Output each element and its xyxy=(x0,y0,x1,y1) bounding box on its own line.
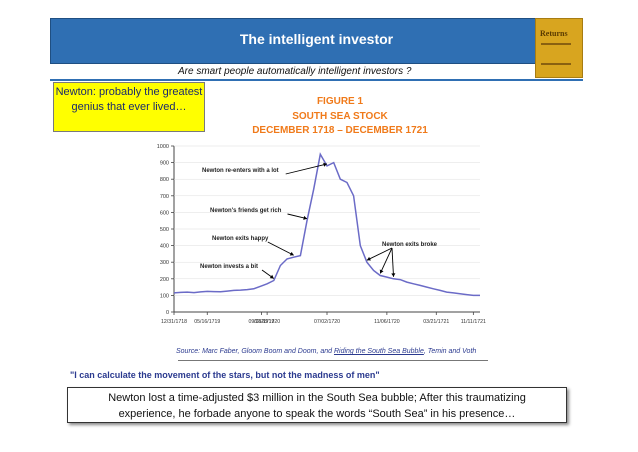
annotation-arrowhead xyxy=(303,215,308,220)
title-bar: The intelligent investor xyxy=(50,18,583,64)
y-tick-label: 0 xyxy=(166,310,169,316)
annotation-arrowhead xyxy=(269,274,274,279)
y-tick-label: 300 xyxy=(160,260,169,266)
book-title: Returns xyxy=(540,29,568,38)
x-tick-label: 03/21/1721 xyxy=(423,319,449,325)
book-cover-icon: Returns xyxy=(535,18,583,78)
y-tick-label: 800 xyxy=(160,177,169,183)
chart-source: Source: Marc Faber, Gloom Boom and Doom,… xyxy=(176,348,476,355)
y-tick-label: 600 xyxy=(160,210,169,216)
annotation-arrowhead xyxy=(323,162,327,167)
figure-subject: SOUTH SEA STOCK xyxy=(292,111,388,122)
annotation-label: Newton re-enters with a lot xyxy=(202,168,279,174)
header-divider xyxy=(50,79,583,81)
y-tick-label: 700 xyxy=(160,194,169,200)
conclusion-box: Newton lost a time-adjusted $3 million i… xyxy=(67,387,567,423)
south-sea-stock-chart: 0 100 200 300 400 500 600 700 800 900 1000 12/31/17… xyxy=(157,144,486,325)
chart-axes: 0 100 200 300 400 500 600 700 800 900 1000 12/31/17… xyxy=(157,144,486,325)
annotation-arrow xyxy=(366,247,393,261)
x-tick-label: 11/06/1720 xyxy=(374,319,400,325)
y-tick-label: 400 xyxy=(160,244,169,250)
book-decoration xyxy=(541,43,571,65)
y-tick-label: 500 xyxy=(160,227,169,233)
y-tick-label: 1000 xyxy=(157,144,169,150)
source-divider xyxy=(178,360,488,361)
x-tick-label: 11/11/1721 xyxy=(461,319,486,325)
conclusion-line-1: Newton lost a time-adjusted $3 million i… xyxy=(108,392,526,404)
annotation-label: Newton exits broke xyxy=(382,242,438,248)
annotation-arrowhead xyxy=(366,256,371,261)
slide-subtitle: Are smart people automatically intellige… xyxy=(178,66,412,77)
annotation-label: Newton invests a bit xyxy=(200,264,258,270)
newton-quote: "I can calculate the movement of the sta… xyxy=(70,370,380,380)
annotation-arrowhead xyxy=(289,251,294,256)
annotation-arrow xyxy=(267,241,294,256)
y-tick-label: 900 xyxy=(160,161,169,167)
annotation-arrow xyxy=(379,247,393,274)
annotation-arrowhead xyxy=(391,273,396,277)
source-link[interactable]: Riding the South Sea Bubble xyxy=(333,348,424,355)
figure-label: FIGURE 1 xyxy=(316,96,364,107)
x-tick-label: 05/16/1719 xyxy=(194,319,220,325)
x-tick-label: 09/26/1719 xyxy=(248,319,274,325)
source-suffix: , Temin and Voth xyxy=(423,348,477,355)
series-line xyxy=(173,152,480,297)
annotation-label: Newton's friends get rich xyxy=(210,208,282,214)
y-tick-label: 200 xyxy=(160,277,169,283)
y-tick-label: 100 xyxy=(160,293,169,299)
chart-annotations: Newton re-enters with a lot Newton's frie… xyxy=(200,162,438,279)
x-tick-label: 07/02/1720 xyxy=(314,319,340,325)
x-tick-label: 12/31/1718 xyxy=(161,319,187,325)
newton-callout: Newton: probably the greatest genius tha… xyxy=(53,82,205,132)
source-prefix: Source: Marc Faber, Gloom Boom and Doom,… xyxy=(176,348,334,355)
slide-title: The intelligent investor xyxy=(239,31,394,47)
annotation-arrowhead xyxy=(379,269,384,274)
annotation-arrow xyxy=(391,247,394,277)
annotation-label: Newton exits happy xyxy=(212,236,269,242)
annotation-arrow xyxy=(285,163,328,175)
x-tick-label: 02/28/1720 xyxy=(254,319,280,325)
conclusion-line-2: experience, he forbade anyone to speak t… xyxy=(118,408,516,420)
figure-date-range: DECEMBER 1718 – DECEMBER 1721 xyxy=(252,125,428,136)
chart-gridlines xyxy=(174,145,480,296)
